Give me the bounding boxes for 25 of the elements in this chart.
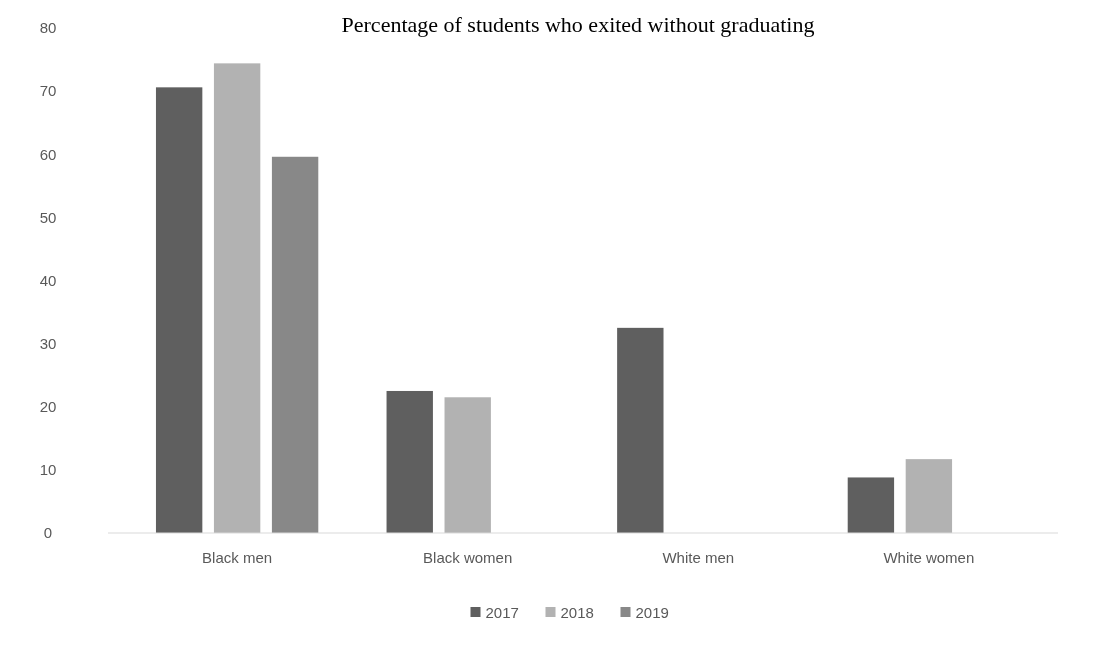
legend-label: 2017: [485, 604, 519, 622]
bar: [617, 327, 664, 533]
y-tick-label: 80: [39, 19, 57, 37]
x-tick-label: White women: [883, 549, 975, 566]
y-tick-label: 0: [43, 524, 53, 542]
y-tick-label: 50: [39, 208, 57, 226]
bar: [444, 397, 491, 533]
y-tick-label: 20: [39, 398, 57, 415]
y-tick-label: 70: [39, 82, 57, 100]
bar: [847, 477, 895, 533]
x-tick-label: White men: [662, 549, 735, 566]
chart-title: Percentage of students who exited without graduating: [341, 12, 815, 37]
y-tick-label: 30: [39, 334, 57, 352]
bar: [155, 87, 203, 533]
bar: [213, 63, 261, 533]
legend-label: 2018: [560, 604, 594, 622]
x-tick-label: Black men: [202, 549, 273, 566]
legend-label: 2019: [635, 604, 669, 622]
bar: [905, 459, 953, 533]
bar: [271, 156, 319, 533]
bar: [386, 390, 433, 533]
y-tick-label: 10: [39, 461, 57, 479]
y-tick-label: 60: [39, 145, 57, 163]
y-tick-label: 40: [39, 271, 57, 289]
x-tick-label: Black women: [423, 549, 513, 566]
